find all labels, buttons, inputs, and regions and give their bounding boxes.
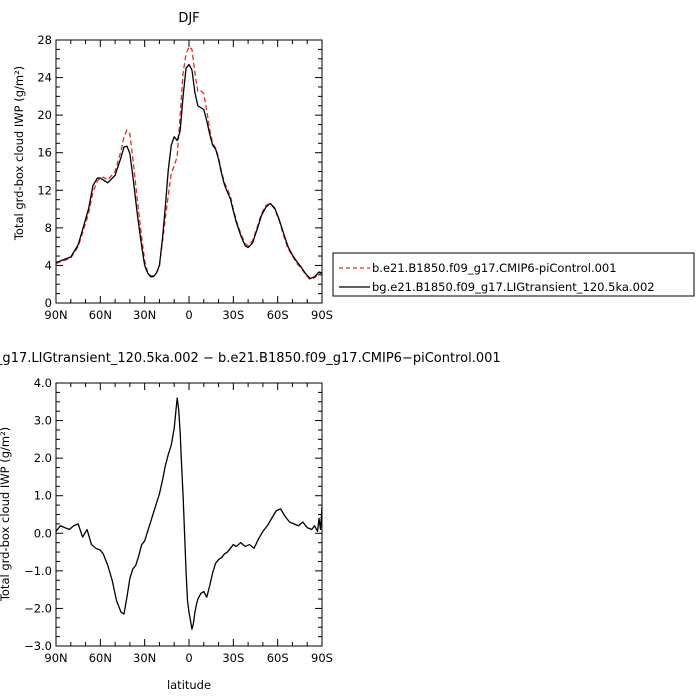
bottom-series-line-0: [55, 397, 323, 630]
top-plot-area: [55, 45, 323, 281]
bottom-y-tick-label: 0.0: [34, 526, 52, 540]
top-y-tick-label: 8: [45, 221, 52, 235]
legend-label-control: b.e21.B1850.f09_g17.CMIP6-piControl.001: [372, 261, 617, 275]
bottom-y-tick-label: 2.0: [34, 451, 52, 465]
top-y-tick-label: 24: [37, 71, 52, 85]
top-x-tick-label: 30N: [133, 308, 156, 322]
bottom-x-tick-label: 90S: [311, 651, 333, 665]
top-x-tick-label: 90S: [311, 308, 333, 322]
bottom-x-tick-label: 90N: [44, 651, 67, 665]
top-x-tick-label: 30S: [222, 308, 244, 322]
bottom-y-tick-label: 1.0: [34, 489, 52, 503]
bottom-y-tick-label: −3.0: [24, 639, 52, 653]
legend-box: [332, 252, 695, 297]
bottom-x-tick-label: 30S: [222, 651, 244, 665]
bottom-x-tick-label: 0: [185, 651, 192, 665]
bottom-x-tick-label: 60N: [89, 651, 112, 665]
top-y-axis-label: Total grd-box cloud IWP (g/m²): [12, 66, 26, 241]
top-y-tick-label: 12: [37, 183, 52, 197]
bottom-y-tick-label: −2.0: [24, 601, 52, 615]
top-x-tick-label: 60S: [267, 308, 289, 322]
bottom-y-axis-label-text: Total grd-box cloud IWP (g/m²): [0, 427, 12, 602]
bottom-plot-frame: [55, 382, 323, 647]
top-series-line-0: [55, 45, 323, 281]
top-y-tick-label: 4: [45, 258, 52, 272]
top-y-tick-label: 0: [45, 296, 52, 310]
top-y-tick-label: 28: [37, 33, 52, 47]
bottom-x-tick-label: 60S: [267, 651, 289, 665]
top-y-axis-label-text: Total grd-box cloud IWP (g/m²): [12, 66, 26, 241]
bottom-y-tick-label: 4.0: [34, 376, 52, 390]
top-y-tick-label: 20: [37, 108, 52, 122]
bottom-plot-area: [55, 397, 323, 630]
bottom-y-tick-label: −1.0: [24, 564, 52, 578]
panel-top: DJF Total grd-box cloud IWP (g/m²) 90N 60…: [12, 11, 695, 322]
top-axis-ticks: 90N 60N 30N 0 30S 60S 90S 0 4 8 12 16 20 24 28: [37, 33, 333, 322]
top-series-line-1: [55, 63, 323, 280]
legend-label-lig: bg.e21.B1850.f09_g17.LIGtransient_120.5k…: [372, 280, 655, 294]
top-chart-title: DJF: [178, 11, 199, 26]
bottom-axis-ticks: 90N 60N 30N 0 30S 60S 90S −3.0 −2.0 −1.0 0.0 1.0 2.0…: [24, 376, 333, 665]
top-plot-frame: [55, 39, 323, 304]
bottom-x-tick-label: 30N: [133, 651, 156, 665]
legend: b.e21.B1850.f09_g17.CMIP6-piControl.001 …: [332, 252, 695, 297]
bottom-y-tick-label: 3.0: [34, 414, 52, 428]
top-x-tick-label: 0: [185, 308, 192, 322]
panel-bottom: bg.e21.B1850.f09_g17.LIGtransient_120.5k…: [0, 351, 501, 692]
top-x-tick-label: 60N: [89, 308, 112, 322]
bottom-chart-title: bg.e21.B1850.f09_g17.LIGtransient_120.5k…: [0, 351, 501, 366]
bottom-x-axis-label: latitude: [167, 678, 211, 692]
top-y-tick-label: 16: [37, 146, 52, 160]
bottom-y-axis-label: Total grd-box cloud IWP (g/m²): [0, 427, 12, 602]
top-x-tick-label: 90N: [44, 308, 67, 322]
